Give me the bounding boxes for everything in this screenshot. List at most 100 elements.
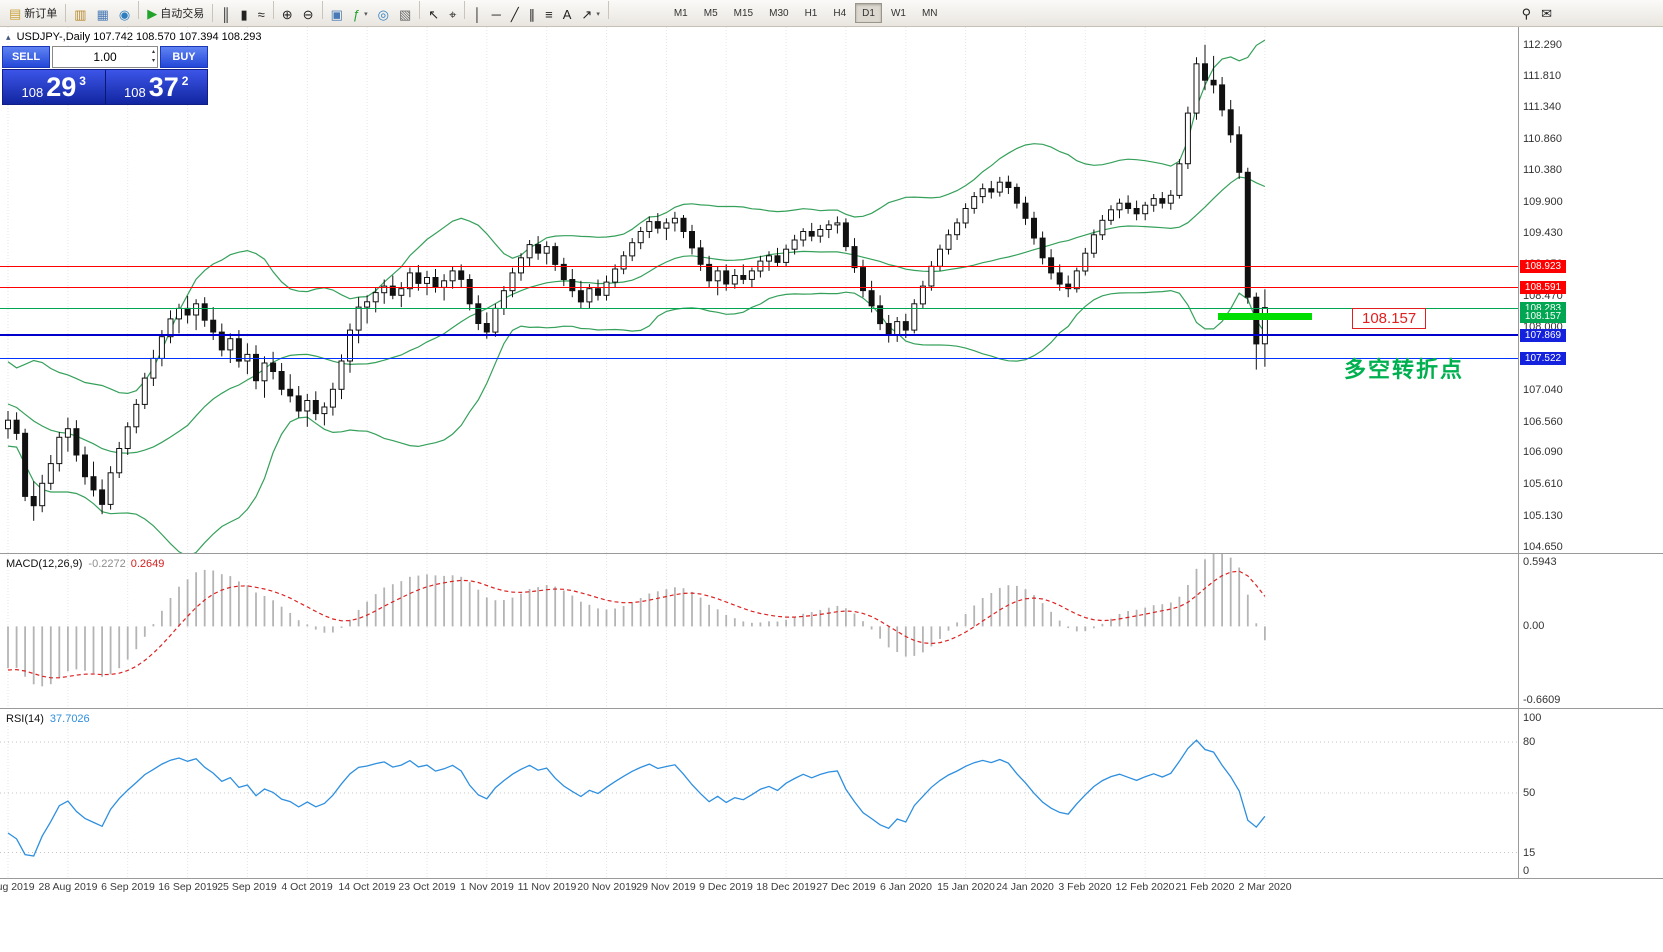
cursor-icon: ↖ [428,6,440,22]
time-axis-label: 1 Nov 2019 [460,881,514,893]
sell-big-figure: 108 [21,85,44,100]
auto-trading-icon: ▶ [147,5,158,21]
zoom-out-button[interactable]: ⊖ [298,3,319,25]
buy-button[interactable]: BUY [160,46,208,68]
ohlc-bars-button[interactable]: ║ [216,3,235,25]
time-axis-label: 9 Aug 2019 [0,881,35,893]
new-order-icon: ▤ [9,5,22,21]
panel-separator[interactable] [0,553,1663,554]
volume-input[interactable]: 1.00 ▴ ▾ [52,46,158,68]
sell-price-display[interactable]: 108 29 3 [3,70,105,104]
community-button[interactable]: ◉ [114,3,135,25]
volume-up-button[interactable]: ▴ [151,49,155,55]
time-axis-label: 16 Sep 2019 [158,881,218,893]
panel-separator[interactable] [0,708,1663,709]
toolbar-separator [138,0,140,19]
message-button[interactable]: ✉ [1536,2,1557,24]
fibonacci-button[interactable]: ≡ [540,3,558,25]
horizontal-line-button[interactable]: ─ [487,3,506,25]
new-order-label: 新订单 [24,8,58,20]
support-line-1[interactable] [0,334,1518,336]
timeframe-h1-button[interactable]: H1 [798,3,825,23]
text-button[interactable]: A [558,3,577,25]
time-axis-label: 29 Nov 2019 [636,881,696,893]
timeframe-m30-button[interactable]: M30 [762,3,795,23]
toolbar-separator [419,0,421,19]
crosshair-button[interactable]: ⌖ [444,3,461,25]
search-button[interactable]: ⚲ [1517,2,1537,24]
timeframe-group: M1 M5 M15 M30 H1 H4 D1 W1 MN [666,3,946,23]
message-icon: ✉ [1541,5,1552,21]
rsi-value: 37.7026 [49,713,90,725]
channel-icon: ∥ [528,6,536,22]
macd-name: MACD(12,26,9) [6,558,83,570]
dropdown-caret-icon: ▾ [596,11,600,19]
time-axis-label: 2 Mar 2020 [1238,881,1292,893]
snapshot-button[interactable]: ▧ [394,3,416,25]
highlight-segment[interactable] [1218,313,1312,320]
toolbar-separator [607,0,609,19]
pivot-line[interactable] [0,308,1518,309]
buy-price-display[interactable]: 108 37 2 [106,70,208,104]
cursor-button[interactable]: ↖ [423,3,444,25]
macd-signal-value: 0.2649 [130,558,165,570]
zoom-out-icon: ⊖ [302,6,314,22]
indicators-button[interactable]: ƒ ▾ [348,3,373,25]
price-axis-label: 111.340 [1523,101,1562,113]
turning-point-annotation[interactable]: 多空转折点 [1344,357,1465,382]
time-axis-label: 6 Jan 2020 [880,881,932,893]
rsi-scale-label: 0 [1523,865,1530,877]
collapse-panel-icon[interactable]: ▴ [6,32,11,42]
toolbar-separator [212,4,214,22]
channel-button[interactable]: ∥ [524,3,541,25]
timeframe-m15-button[interactable]: M15 [727,3,760,23]
line-chart-button[interactable]: ≈ [253,3,270,25]
resistance-line-2[interactable] [0,287,1518,288]
vertical-line-button[interactable]: │ [468,3,486,25]
cycle-chart-button[interactable]: ◎ [373,3,394,25]
dropdown-caret-icon: ▾ [364,11,368,19]
search-icon: ⚲ [1521,5,1532,21]
price-callout-label[interactable]: 108.157 [1352,308,1427,329]
buy-pipette: 2 [181,74,189,88]
macd-label: MACD(12,26,9) -0.2272 0.2649 [6,558,164,570]
volume-down-button[interactable]: ▾ [151,58,155,64]
timeframe-mn-button[interactable]: MN [915,3,945,23]
rsi-scale-label: 100 [1523,712,1542,724]
charts-window-button[interactable]: ▥ [69,3,91,25]
timeframe-d1-button[interactable]: D1 [855,3,882,23]
time-axis-label: 4 Oct 2019 [281,881,333,893]
arrow-objects-button[interactable]: ↗ ▾ [576,3,604,25]
ohlc-bars-icon: ║ [221,6,231,22]
sell-button[interactable]: SELL [2,46,50,68]
timeframe-h4-button[interactable]: H4 [826,3,853,23]
price-axis-label: 107.040 [1523,384,1563,396]
trendline-button[interactable]: ╱ [506,3,524,25]
symbol-ohlc-values: 107.742 108.570 107.394 108.293 [93,31,262,43]
zoom-in-button[interactable]: ⊕ [277,3,298,25]
time-axis-label: 28 Aug 2019 [38,881,98,893]
auto-trading-label: 自动交易 [160,8,205,20]
tile-windows-button[interactable]: ▣ [326,3,348,25]
time-axis-label: 3 Feb 2020 [1058,881,1112,893]
support-line-2[interactable] [0,358,1518,359]
time-axis-label: 12 Feb 2020 [1115,881,1175,893]
horizontal-line-icon: ─ [491,6,501,22]
auto-trading-button[interactable]: ▶ 自动交易 [142,2,209,24]
macd-scale-max: 0.5943 [1523,556,1557,568]
timeframe-m1-button[interactable]: M1 [667,3,695,23]
toolbar-separator [464,0,466,19]
candlestick-button[interactable]: ▮ [235,3,252,25]
time-axis-label: 6 Sep 2019 [101,881,155,893]
profiles-button[interactable]: ▦ [92,3,114,25]
new-order-button[interactable]: ▤ 新订单 [4,2,62,24]
trendline-icon: ╱ [510,6,519,22]
timeframe-w1-button[interactable]: W1 [884,3,913,23]
timeframe-m5-button[interactable]: M5 [697,3,725,23]
zoom-in-icon: ⊕ [281,6,293,22]
toolbar-separator [272,0,274,19]
sell-pipette: 3 [79,74,86,88]
price-axis-label: 109.430 [1523,227,1563,239]
resistance-line-1[interactable] [0,266,1518,267]
